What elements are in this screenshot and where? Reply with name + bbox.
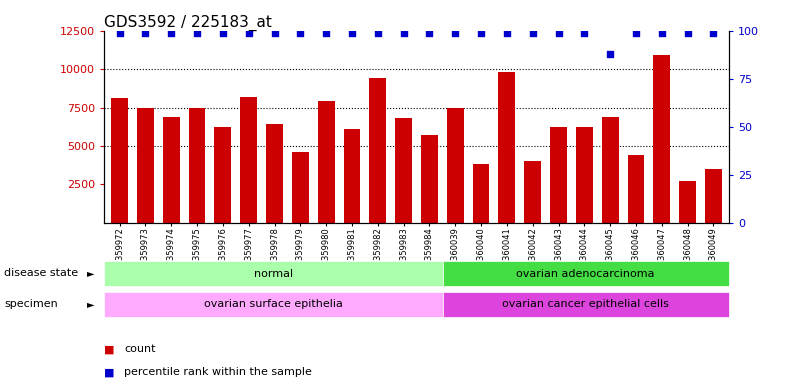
Bar	[215, 127, 231, 223]
Bar	[679, 181, 696, 223]
Point	[578, 30, 591, 36]
Point	[423, 30, 436, 36]
Bar	[292, 152, 308, 223]
Bar	[318, 101, 335, 223]
Point	[320, 30, 332, 36]
Point	[268, 30, 281, 36]
Bar	[421, 135, 438, 223]
Point	[294, 30, 307, 36]
Bar	[447, 108, 464, 223]
Point	[397, 30, 410, 36]
Text: count: count	[124, 344, 155, 354]
Bar	[442, 292, 729, 317]
Point	[707, 30, 720, 36]
Text: ►: ►	[87, 299, 95, 309]
Point	[372, 30, 384, 36]
Text: percentile rank within the sample: percentile rank within the sample	[124, 367, 312, 377]
Point	[191, 30, 203, 36]
Bar	[163, 117, 179, 223]
Bar	[705, 169, 722, 223]
Bar	[602, 117, 618, 223]
Bar	[104, 261, 442, 286]
Point	[526, 30, 539, 36]
Point	[139, 30, 152, 36]
Point	[475, 30, 488, 36]
Bar	[576, 127, 593, 223]
Text: specimen: specimen	[4, 299, 58, 309]
Bar	[369, 78, 386, 223]
Text: ■: ■	[104, 344, 115, 354]
Bar	[473, 164, 489, 223]
Bar	[550, 127, 567, 223]
Bar	[240, 97, 257, 223]
Point	[449, 30, 461, 36]
Point	[630, 30, 642, 36]
Point	[216, 30, 229, 36]
Text: disease state: disease state	[4, 268, 78, 278]
Bar	[137, 108, 154, 223]
Bar	[442, 261, 729, 286]
Bar	[395, 118, 412, 223]
Bar	[525, 161, 541, 223]
Point	[113, 30, 126, 36]
Bar	[189, 108, 206, 223]
Text: ovarian cancer epithelial cells: ovarian cancer epithelial cells	[502, 299, 669, 310]
Point	[165, 30, 178, 36]
Text: ovarian surface epithelia: ovarian surface epithelia	[204, 299, 343, 310]
Text: ■: ■	[104, 367, 115, 377]
Point	[604, 51, 617, 57]
Bar	[111, 98, 128, 223]
Bar	[266, 124, 283, 223]
Point	[655, 30, 668, 36]
Text: ►: ►	[87, 268, 95, 278]
Text: ovarian adenocarcinoma: ovarian adenocarcinoma	[517, 268, 655, 279]
Point	[501, 30, 513, 36]
Point	[242, 30, 255, 36]
Bar	[654, 55, 670, 223]
Text: GDS3592 / 225183_at: GDS3592 / 225183_at	[104, 15, 272, 31]
Bar	[498, 72, 515, 223]
Point	[345, 30, 358, 36]
Point	[681, 30, 694, 36]
Bar	[627, 155, 644, 223]
Point	[552, 30, 565, 36]
Bar	[344, 129, 360, 223]
Text: normal: normal	[254, 268, 293, 279]
Bar	[104, 292, 442, 317]
